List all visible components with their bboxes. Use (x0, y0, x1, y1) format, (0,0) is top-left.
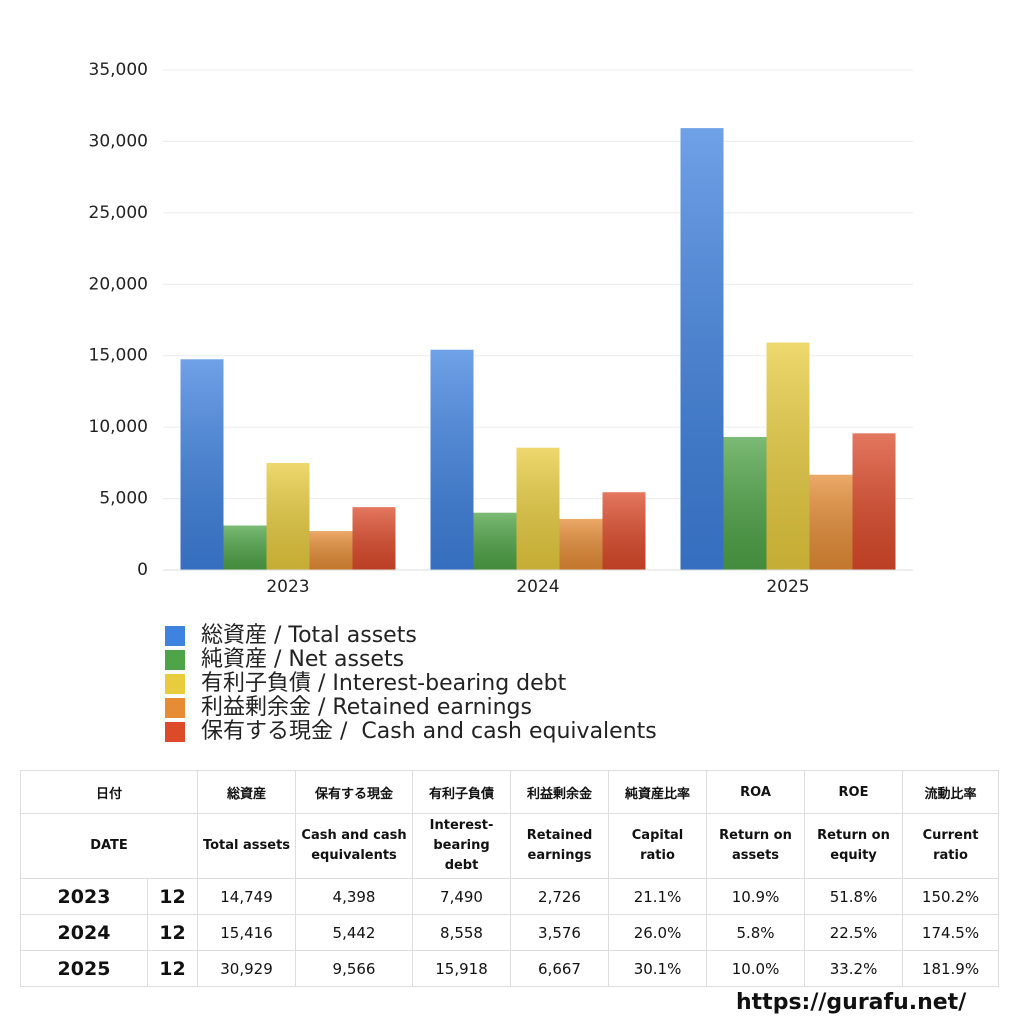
table-cell: 26.0% (608, 914, 708, 951)
table-cell: Return on equity (804, 813, 904, 879)
bar-shade (309, 531, 353, 570)
bar-shade (680, 128, 724, 570)
y-tick-label: 35,000 (89, 60, 148, 80)
table-cell: 総資産 (197, 770, 297, 814)
bar-shade (266, 463, 310, 570)
y-tick-label: 0 (137, 560, 148, 580)
table-cell: 10.9% (706, 878, 806, 915)
table-cell: Interest-bearing debt (412, 813, 512, 879)
table-cell: 12 (146, 914, 199, 951)
x-tick-label: 2024 (516, 577, 559, 597)
data-table: 日付 総資産 保有する現金 有利子負債 利益剰余金 純資産比率 ROA ROE 流動比率 DATE… (19, 770, 1000, 987)
table-cell: Retained earnings (510, 813, 610, 879)
table-cell: Cash and cash equivalents (295, 813, 414, 879)
table-cell: 174.5% (902, 914, 1000, 951)
bar-shade (766, 342, 810, 570)
legend-swatch (165, 722, 185, 742)
table-cell: 流動比率 (902, 770, 1000, 814)
table-cell: 4,398 (295, 878, 414, 915)
y-tick-label: 5,000 (99, 489, 148, 509)
legend-swatch (165, 674, 185, 694)
y-tick-label: 10,000 (89, 417, 148, 437)
table-cell: 有利子負債 (412, 770, 512, 814)
data-row: 2023 12 14,749 4,398 7,490 2,726 21.1% 10.9% 51.… (20, 878, 1000, 915)
table-cell: 日付 (19, 770, 199, 814)
table-cell: 10.0% (706, 950, 806, 987)
table-cell: 30.1% (608, 950, 708, 987)
table-cell: 12 (146, 950, 199, 987)
legend-label: 保有する現金 / Cash and cash equivalents (201, 719, 657, 744)
table-cell: 2023 (20, 878, 148, 915)
bar-shade (602, 492, 646, 570)
table-cell: 51.8% (804, 878, 904, 915)
legend-label: 総資産 / Total assets (201, 623, 417, 648)
bar-shade (430, 349, 474, 570)
bar-shade (852, 433, 896, 570)
y-tick-label: 25,000 (89, 203, 148, 223)
bar-shade (516, 447, 560, 570)
bar-shade (809, 474, 853, 570)
table-cell: 2,726 (510, 878, 610, 915)
y-tick-label: 20,000 (89, 274, 148, 294)
table-cell: 保有する現金 (295, 770, 414, 814)
table-cell: Return on assets (706, 813, 806, 879)
bar-shade (723, 437, 767, 570)
table-cell: 21.1% (608, 878, 708, 915)
site-url: https://gurafu.net/ (736, 990, 967, 1015)
table-cell: 14,749 (197, 878, 297, 915)
table-cell: Current ratio (902, 813, 1000, 879)
table-cell: 22.5% (804, 914, 904, 951)
table-cell: 15,918 (412, 950, 512, 987)
table-cell: ROE (804, 770, 904, 814)
bar-shade (180, 359, 224, 570)
table-cell: 150.2% (902, 878, 1000, 915)
table-cell: 純資産比率 (608, 770, 708, 814)
header-row: 日付 総資産 保有する現金 有利子負債 利益剰余金 純資産比率 ROA ROE 流動比率 (19, 770, 1000, 814)
legend-label: 純資産 / Net assets (201, 647, 404, 672)
table-cell: ROA (706, 770, 806, 814)
table-cell: 利益剰余金 (510, 770, 610, 814)
table-cell: 12 (146, 878, 199, 915)
table-cell: 15,416 (197, 914, 297, 951)
table-cell: 2025 (20, 950, 148, 987)
table-cell: 6,667 (510, 950, 610, 987)
table-cell: 5.8% (706, 914, 806, 951)
legend-label: 利益剰余金 / Retained earnings (201, 695, 532, 720)
header-row: DATE Total assets Cash and cash equivalent… (19, 813, 1000, 879)
table-cell: 33.2% (804, 950, 904, 987)
table-cell: 2024 (20, 914, 148, 951)
table-cell: 3,576 (510, 914, 610, 951)
table-cell: 5,442 (295, 914, 414, 951)
legend-label: 有利子負債 / Interest-bearing debt (201, 671, 567, 696)
x-tick-label: 2025 (766, 577, 809, 597)
table-cell: 8,558 (412, 914, 512, 951)
data-row: 2024 12 15,416 5,442 8,558 3,576 26.0% 5.8% 22.5… (20, 914, 1000, 951)
x-tick-label: 2023 (266, 577, 309, 597)
chart: 0 5,000 10,000 15,000 20,000 25,000 30,000 35,0… (89, 60, 913, 744)
bar-shade (223, 525, 267, 570)
table-cell: Total assets (197, 813, 297, 879)
legend-swatch (165, 698, 185, 718)
table-cell: 30,929 (197, 950, 297, 987)
legend-swatch (165, 650, 185, 670)
y-tick-label: 15,000 (89, 346, 148, 366)
table-cell: 181.9% (902, 950, 1000, 987)
bar-shade (352, 507, 396, 570)
legend-swatch (165, 626, 185, 646)
table-cell: 7,490 (412, 878, 512, 915)
data-row: 2025 12 30,929 9,566 15,918 6,667 30.1% 10.0% 33… (20, 950, 1000, 987)
table-cell: DATE (19, 813, 199, 879)
table-cell: Capital ratio (608, 813, 708, 879)
table-cell: 9,566 (295, 950, 414, 987)
y-tick-label: 30,000 (89, 131, 148, 151)
bar-shade (473, 512, 517, 570)
bar-shade (559, 518, 603, 570)
